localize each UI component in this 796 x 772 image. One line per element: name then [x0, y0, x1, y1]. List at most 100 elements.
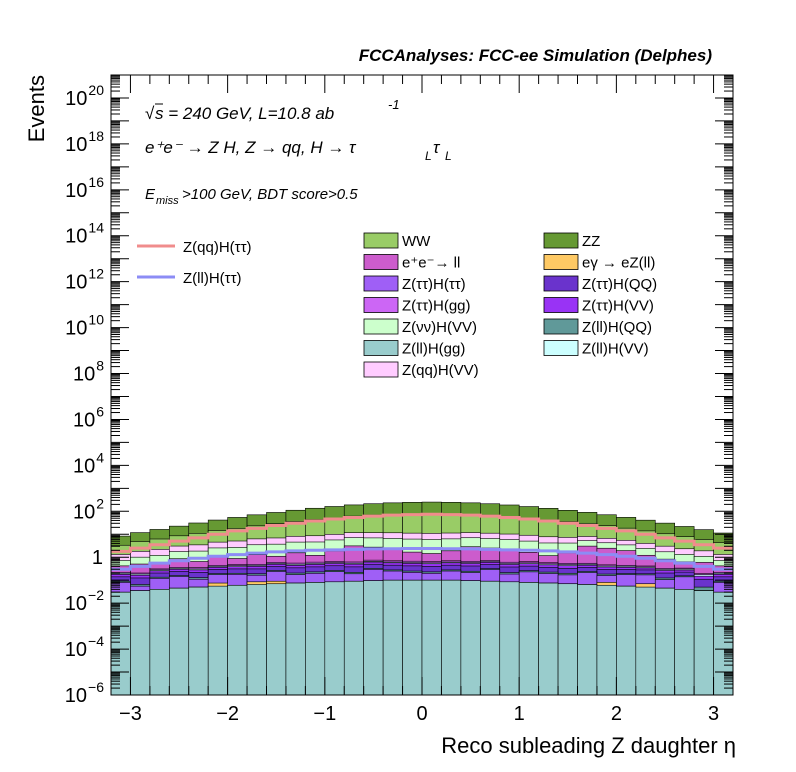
stack-layer: [110, 501, 734, 696]
bar-Z(ll)H(gg)-2: [149, 589, 170, 696]
tick-layer: −3 −2 −1 0 1 2 3−610−410−210121041061081010101…: [65, 74, 734, 725]
y-tick-exp: 20: [88, 82, 104, 98]
bar-Z(ll)H(gg)-21: [518, 582, 539, 696]
bar-Z(ll)H(gg)-12: [343, 580, 364, 696]
legend-label: Z(ll)H(gg): [402, 341, 465, 358]
y-tick-exp: −4: [88, 633, 104, 649]
bar-Z(ll)H(gg)-23: [557, 583, 578, 696]
background-legend: WW e⁺e⁻→ ll Z(ττ)H(ττ) Z(ττ)H(gg) Z(νν)H(VV)…: [363, 232, 657, 379]
legend-label: ZZ: [582, 233, 600, 250]
legend-swatch: [543, 340, 579, 356]
x-tick-label: 0: [416, 703, 427, 725]
y-axis-label: Events: [24, 75, 49, 142]
bar-Z(ll)H(gg)-28: [654, 587, 675, 696]
process-sub-2: L: [445, 149, 452, 163]
legend-entry: Z(qq)H(VV): [363, 361, 479, 379]
legend-entry: Z(ττ)H(QQ): [543, 275, 657, 293]
y-tick-base: 10: [73, 455, 95, 477]
legend-label: Z(ττ)H(gg): [402, 298, 471, 315]
bar-Z(ll)H(gg)-1: [130, 590, 151, 696]
y-tick-label: −210: [65, 587, 104, 615]
legend-entry: Z(ττ)H(VV): [543, 297, 654, 315]
legend-entry: Z(ll)H(QQ): [543, 318, 652, 336]
y-tick-base: 10: [65, 88, 87, 110]
bar-Z(ll)H(gg)-19: [480, 580, 501, 696]
x-axis-label: Reco subleading Z daughter η: [441, 733, 736, 758]
cuts-annotation: E miss >100 GeV, BDT score>0.5: [145, 186, 358, 207]
legend-swatch: [543, 318, 579, 335]
bar-Z(ll)H(gg)-14: [382, 579, 403, 696]
y-tick-base: 10: [73, 409, 95, 431]
y-tick-exp: 16: [88, 174, 104, 190]
legend-label: Z(ττ)H(ττ): [402, 276, 466, 293]
signal-legend: Z(qq)H(ττ) Z(ll)H(ττ): [137, 239, 252, 287]
sqrt-symbol: √: [145, 104, 155, 123]
legend-swatch: [363, 318, 399, 335]
y-tick-base: 10: [65, 226, 87, 248]
legend-swatch: [363, 275, 399, 292]
legend-swatch: [363, 254, 399, 270]
energy-exponent: -1: [388, 97, 400, 112]
legend-entry: e⁺e⁻→ ll: [363, 254, 460, 272]
y-tick-base: 10: [65, 180, 87, 202]
y-tick-exp: 2: [96, 495, 104, 511]
bar-Z(ll)H(gg)-31: [713, 591, 734, 696]
legend-swatch: [543, 297, 579, 313]
y-tick-base: 10: [65, 685, 87, 707]
signal-legend-label: Z(ll)H(ττ): [183, 270, 242, 287]
series-Z(ll)H(gg): [110, 579, 734, 696]
x-tick-label: 1: [514, 703, 525, 725]
energy-annotation: √ s = 240 GeV, L=10.8 ab -1: [145, 97, 400, 123]
y-tick-label: 1: [92, 547, 103, 569]
legend-entry: ZZ: [543, 232, 600, 250]
bar-Z(ll)H(gg)-24: [577, 584, 598, 696]
signal-legend-entry: Z(ll)H(ττ): [137, 270, 242, 287]
bar-Z(ll)H(gg)-7: [246, 584, 267, 696]
y-tick-label: 210: [73, 495, 104, 523]
y-tick-base: 10: [65, 134, 87, 156]
y-tick-base: 10: [65, 318, 87, 340]
bar-Z(ll)H(gg)-0: [110, 591, 131, 696]
bar-Z(ll)H(gg)-10: [305, 582, 326, 696]
legend-label: e⁺e⁻→ ll: [402, 255, 460, 272]
bar-Z(ll)H(gg)-20: [499, 581, 520, 696]
legend-label: Z(ττ)H(QQ): [582, 276, 657, 293]
bar-Z(ll)H(gg)-5: [207, 585, 228, 696]
y-tick-base: 10: [73, 364, 95, 386]
y-tick-exp: 4: [96, 449, 104, 465]
x-tick-label: −2: [216, 703, 239, 725]
legend-label: Z(ll)H(VV): [582, 341, 649, 358]
legend-entry: WW: [363, 232, 431, 250]
legend-label: Z(ll)H(QQ): [582, 319, 652, 336]
y-tick-exp: 10: [88, 312, 104, 328]
chart-title: FCCAnalyses: FCC-ee Simulation (Delphes): [359, 46, 713, 65]
bar-Z(ll)H(gg)-8: [266, 583, 287, 696]
signal-layer: [111, 512, 733, 571]
process-text: e⁺e⁻ → Z H, Z → qq, H → τ: [145, 138, 357, 157]
legend-label: eγ → eZ(ll): [582, 255, 655, 272]
bar-Z(ll)H(gg)-29: [674, 589, 695, 696]
bar-Z(ll)H(gg)-30: [693, 590, 714, 696]
y-tick-exp: 14: [88, 220, 104, 236]
bar-Z(ll)H(gg)-15: [402, 579, 423, 696]
bar-Z(ll)H(gg)-27: [635, 586, 656, 696]
bar-Z(ll)H(gg)-9: [285, 582, 306, 696]
legend-label: Z(qq)H(VV): [402, 362, 479, 379]
bar-Z(ll)H(gg)-18: [460, 580, 481, 696]
legend-label: Z(ττ)H(VV): [582, 298, 654, 315]
bar-Z(ll)H(gg)-6: [227, 584, 248, 696]
legend-swatch: [543, 232, 579, 249]
y-tick-base: 10: [73, 501, 95, 523]
x-tick-label: 2: [611, 703, 622, 725]
y-tick-base: 1: [92, 547, 103, 569]
signal-line-Z(ll)H(ττ): [111, 546, 733, 571]
y-tick-exp: −6: [88, 679, 104, 695]
legend-entry: Z(ττ)H(gg): [363, 297, 471, 315]
legend-swatch: [363, 361, 399, 378]
